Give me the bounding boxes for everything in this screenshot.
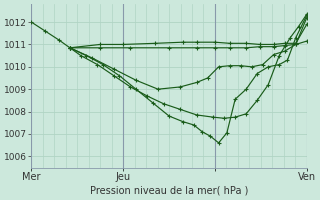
X-axis label: Pression niveau de la mer( hPa ): Pression niveau de la mer( hPa ) [90,186,248,196]
